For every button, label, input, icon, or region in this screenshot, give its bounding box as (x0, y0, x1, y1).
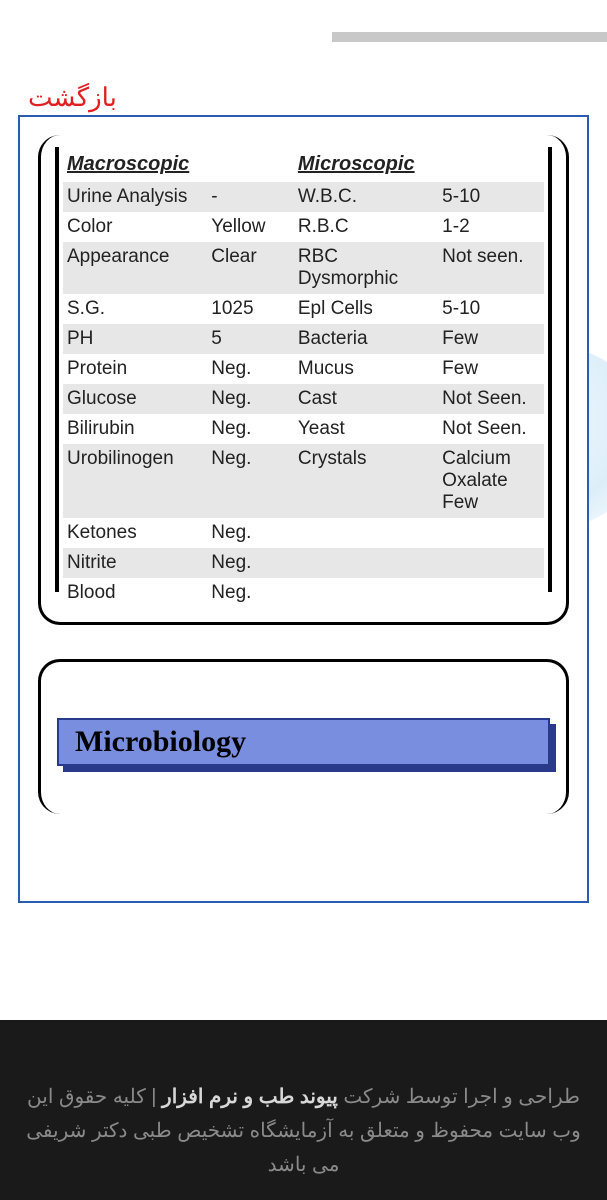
card-edge-right (548, 147, 552, 592)
cell-d: Few (438, 324, 544, 354)
table-row: UrobilinogenNeg.CrystalsCalcium Oxalate … (63, 444, 544, 518)
cell-b: Neg. (207, 548, 294, 578)
cell-a: PH (63, 324, 207, 354)
cell-c: RBC Dysmorphic (294, 242, 438, 294)
table-row: Urine Analysis-W.B.C.5-10 (63, 182, 544, 212)
cell-a: Nitrite (63, 548, 207, 578)
report-container: Macroscopic Microscopic Urine Analysis-W… (18, 115, 589, 903)
banner-title: Microbiology (75, 725, 246, 759)
cell-d: 5-10 (438, 294, 544, 324)
cell-c: Mucus (294, 354, 438, 384)
urine-analysis-table: Macroscopic Microscopic Urine Analysis-W… (63, 135, 544, 608)
cell-b: Neg. (207, 578, 294, 608)
table-row: ProteinNeg.MucusFew (63, 354, 544, 384)
cell-c: Yeast (294, 414, 438, 444)
header-blank2 (438, 135, 544, 182)
back-link[interactable]: بازگشت (28, 82, 117, 113)
table-row: BloodNeg. (63, 578, 544, 608)
cell-b: Neg. (207, 354, 294, 384)
cell-b: 1025 (207, 294, 294, 324)
page-footer: طراحی و اجرا توسط شرکت پیوند طب و نرم اف… (0, 1020, 607, 1200)
cell-b: Clear (207, 242, 294, 294)
card-edge-left (55, 147, 59, 592)
cell-d: Not Seen. (438, 414, 544, 444)
cell-d (438, 548, 544, 578)
cell-c: Cast (294, 384, 438, 414)
banner-face: Microbiology (57, 718, 550, 766)
cell-a: Color (63, 212, 207, 242)
cell-c (294, 578, 438, 608)
cell-c: Epl Cells (294, 294, 438, 324)
cell-b: Neg. (207, 444, 294, 518)
table-row: KetonesNeg. (63, 518, 544, 548)
cell-a: Protein (63, 354, 207, 384)
cell-d: Not seen. (438, 242, 544, 294)
cell-b: Yellow (207, 212, 294, 242)
cell-d: Calcium Oxalate Few (438, 444, 544, 518)
cell-d: 1-2 (438, 212, 544, 242)
top-divider (332, 32, 607, 42)
cell-a: Appearance (63, 242, 207, 294)
cell-d (438, 518, 544, 548)
table-row: PH5BacteriaFew (63, 324, 544, 354)
cell-a: Blood (63, 578, 207, 608)
table-row: S.G.1025Epl Cells5-10 (63, 294, 544, 324)
urine-analysis-card: Macroscopic Microscopic Urine Analysis-W… (38, 135, 569, 625)
table-row: ColorYellowR.B.C1-2 (63, 212, 544, 242)
cell-a: Bilirubin (63, 414, 207, 444)
cell-d: Not Seen. (438, 384, 544, 414)
table-row: BilirubinNeg.YeastNot Seen. (63, 414, 544, 444)
cell-a: Urobilinogen (63, 444, 207, 518)
footer-text-pre: طراحی و اجرا توسط شرکت (338, 1086, 580, 1108)
cell-c (294, 548, 438, 578)
microbiology-banner: Microbiology (57, 718, 550, 766)
cell-d: Few (438, 354, 544, 384)
footer-company-link[interactable]: پیوند طب و نرم افزار (162, 1086, 338, 1108)
table-row: NitriteNeg. (63, 548, 544, 578)
cell-b: - (207, 182, 294, 212)
cell-b: Neg. (207, 518, 294, 548)
cell-b: 5 (207, 324, 294, 354)
header-blank (207, 135, 294, 182)
cell-c (294, 518, 438, 548)
cell-d (438, 578, 544, 608)
header-macroscopic: Macroscopic (63, 135, 207, 182)
cell-b: Neg. (207, 384, 294, 414)
microbiology-card: Microbiology (38, 659, 569, 814)
cell-b: Neg. (207, 414, 294, 444)
cell-c: W.B.C. (294, 182, 438, 212)
cell-c: Bacteria (294, 324, 438, 354)
cell-a: Ketones (63, 518, 207, 548)
cell-c: Crystals (294, 444, 438, 518)
cell-c: R.B.C (294, 212, 438, 242)
table-row: GlucoseNeg.CastNot Seen. (63, 384, 544, 414)
table-row: AppearanceClearRBC DysmorphicNot seen. (63, 242, 544, 294)
header-microscopic: Microscopic (294, 135, 438, 182)
cell-a: Urine Analysis (63, 182, 207, 212)
cell-d: 5-10 (438, 182, 544, 212)
cell-a: Glucose (63, 384, 207, 414)
cell-a: S.G. (63, 294, 207, 324)
